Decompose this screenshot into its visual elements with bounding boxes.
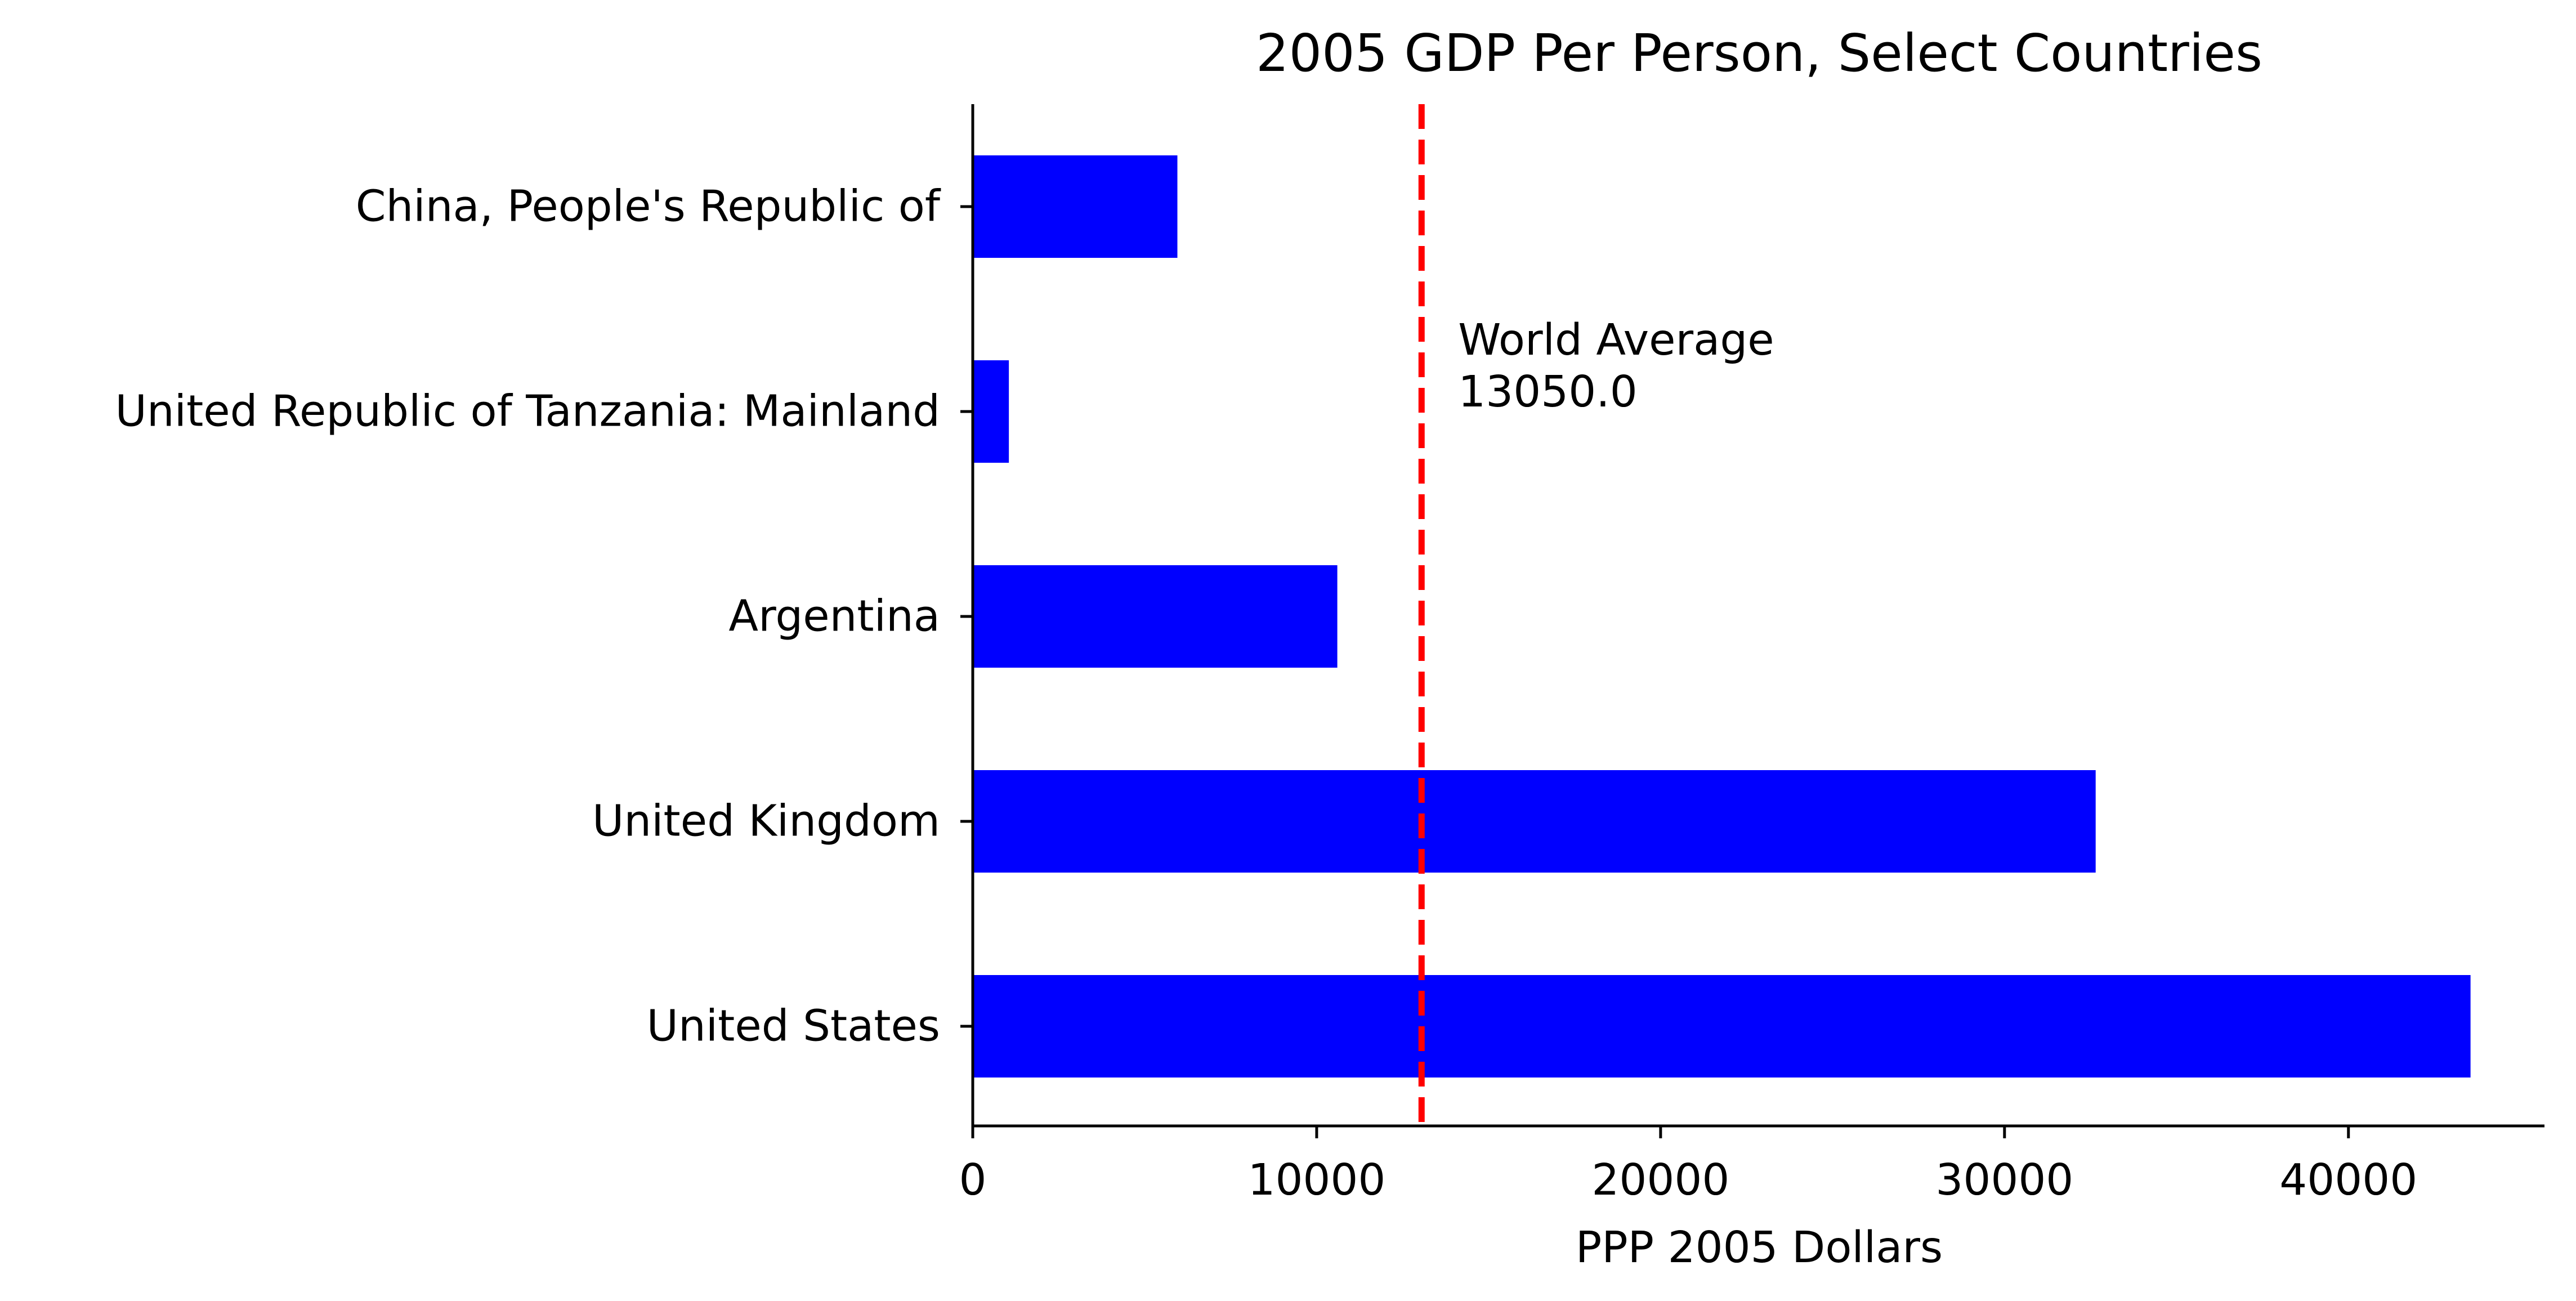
x-axis-label: PPP 2005 Dollars [1576,1223,1943,1273]
x-tick-label: 20000 [1591,1155,1729,1205]
world-average-annotation: 13050.0 [1458,367,1637,417]
world-average-annotation: World Average [1458,315,1774,365]
bar [973,565,1338,668]
bar [973,770,2096,873]
x-tick-label: 40000 [2279,1155,2417,1205]
y-tick-label: Argentina [728,592,940,642]
y-tick-label: United Republic of Tanzania: Mainland [115,387,940,437]
bar [973,360,1009,463]
x-tick-label: 30000 [1935,1155,2073,1205]
chart-title: 2005 GDP Per Person, Select Countries [1256,23,2262,83]
bar [973,155,1178,258]
x-tick-label: 10000 [1247,1155,1385,1205]
y-tick-label: United States [647,1002,940,1052]
y-tick-label: China, People's Republic of [356,182,941,232]
y-tick-label: United Kingdom [592,797,940,847]
bar [973,975,2471,1078]
x-tick-label: 0 [959,1155,987,1205]
